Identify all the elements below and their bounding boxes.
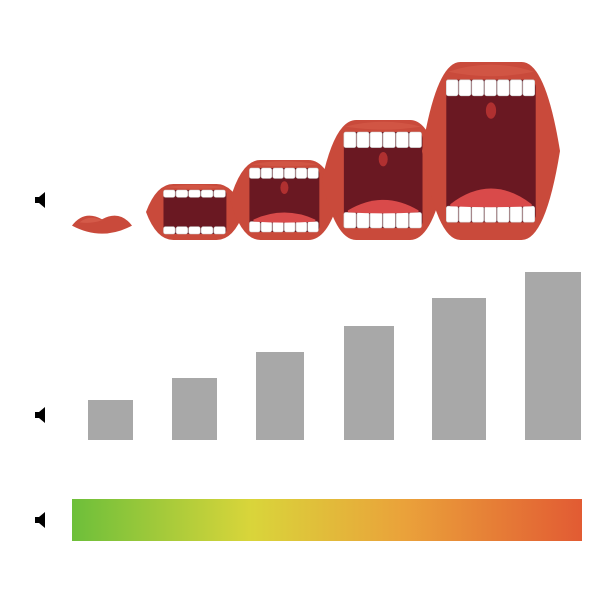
- volume-mouths-row: [0, 40, 600, 260]
- volume-bar-level-2: [256, 352, 304, 440]
- gradient-bar: [72, 499, 582, 541]
- mouth-level-4: [422, 62, 560, 240]
- speaker-icon: [32, 403, 56, 427]
- volume-bar-level-1: [172, 378, 217, 440]
- volume-bars-row: [0, 290, 600, 470]
- volume-bar-level-0: [88, 400, 133, 440]
- mouth-level-0: [70, 208, 134, 240]
- volume-gradient-row: [0, 490, 600, 550]
- volume-bar-level-3: [344, 326, 394, 440]
- volume-bar-level-5: [525, 272, 581, 440]
- volume-bar-level-4: [432, 298, 486, 440]
- speaker-icon: [32, 508, 56, 532]
- speaker-icon: [32, 188, 56, 212]
